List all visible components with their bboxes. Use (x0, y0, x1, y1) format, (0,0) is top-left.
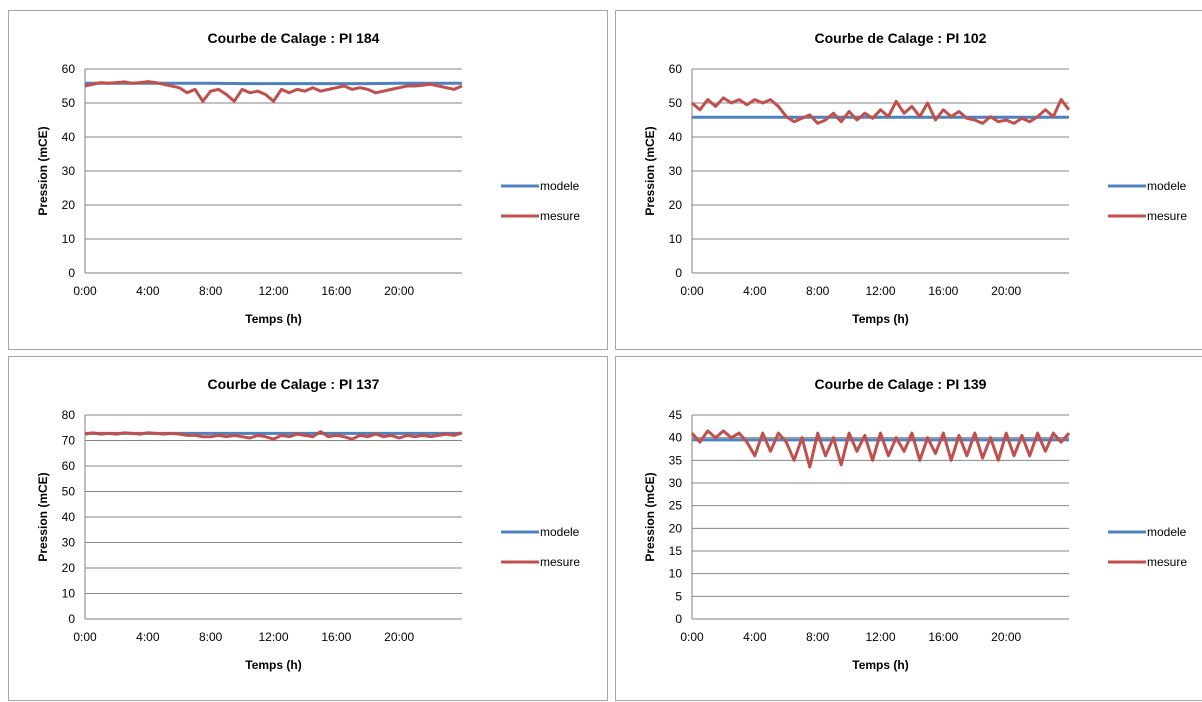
x-tick-label: 20:00 (991, 630, 1021, 644)
y-tick-label: 20 (62, 198, 76, 212)
legend-label-mesure: mesure (540, 209, 580, 223)
y-tick-label: 80 (62, 408, 76, 422)
chart-panel-pi-139: Courbe de Calage : PI 139 0 5 10 15 20 25 30 35 4… (615, 356, 1202, 701)
chart-panel-pi-102: Courbe de Calage : PI 102 0 10 20 30 40 50 60 0:… (615, 10, 1202, 350)
x-tick-label: 20:00 (991, 284, 1021, 298)
x-tick-label: 16:00 (928, 284, 958, 298)
series-line-mesure (692, 98, 1069, 124)
chart-panel-pi-184: Courbe de Calage : PI 184 0 10 20 30 40 50 60 0:… (8, 10, 608, 350)
y-tick-label: 50 (62, 485, 76, 499)
y-tick-label: 10 (669, 232, 683, 246)
chart-title: Courbe de Calage : PI 137 (208, 376, 380, 392)
y-tick-label: 45 (669, 408, 683, 422)
y-tick-label: 0 (675, 266, 682, 280)
y-axis-title: Pression (mCE) (643, 126, 657, 215)
legend-label-modele: modele (1147, 525, 1187, 539)
x-tick-label: 4:00 (136, 630, 160, 644)
y-tick-label: 30 (669, 476, 683, 490)
y-tick-label: 40 (62, 510, 76, 524)
chart-pi-137: Courbe de Calage : PI 137 0 10 20 30 40 50 60 70… (9, 357, 609, 702)
y-tick-label: 0 (68, 266, 75, 280)
x-axis-title: Temps (h) (245, 312, 301, 326)
y-tick-label: 50 (669, 96, 683, 110)
x-tick-label: 8:00 (199, 630, 223, 644)
legend-label-mesure: mesure (1147, 555, 1187, 569)
chart-pi-102: Courbe de Calage : PI 102 0 10 20 30 40 50 60 0:… (616, 11, 1202, 351)
chart-pi-184: Courbe de Calage : PI 184 0 10 20 30 40 50 60 0:… (9, 11, 609, 351)
chart-pi-139: Courbe de Calage : PI 139 0 5 10 15 20 25 30 35 4… (616, 357, 1202, 702)
y-tick-label: 30 (62, 536, 76, 550)
y-tick-label: 10 (62, 587, 76, 601)
x-tick-label: 12:00 (258, 284, 288, 298)
y-tick-label: 20 (62, 561, 76, 575)
y-tick-label: 35 (669, 453, 683, 467)
y-tick-label: 10 (669, 567, 683, 581)
y-tick-label: 50 (62, 96, 76, 110)
chart-title: Courbe de Calage : PI 102 (815, 30, 987, 46)
x-axis-title: Temps (h) (852, 658, 908, 672)
y-tick-label: 20 (669, 198, 683, 212)
legend-label-modele: modele (1147, 179, 1187, 193)
y-tick-label: 25 (669, 499, 683, 513)
x-axis-title: Temps (h) (245, 658, 301, 672)
x-tick-label: 12:00 (865, 284, 895, 298)
x-tick-label: 16:00 (321, 284, 351, 298)
x-tick-label: 0:00 (680, 284, 704, 298)
y-tick-label: 10 (62, 232, 76, 246)
x-axis-title: Temps (h) (852, 312, 908, 326)
x-tick-label: 12:00 (258, 630, 288, 644)
legend-label-modele: modele (540, 179, 580, 193)
x-tick-label: 20:00 (384, 630, 414, 644)
legend-label-mesure: mesure (1147, 209, 1187, 223)
x-tick-label: 8:00 (199, 284, 223, 298)
x-tick-label: 0:00 (680, 630, 704, 644)
series-line-mesure (692, 431, 1069, 467)
x-tick-label: 20:00 (384, 284, 414, 298)
y-tick-label: 0 (68, 612, 75, 626)
x-tick-label: 8:00 (806, 284, 830, 298)
y-tick-label: 5 (675, 589, 682, 603)
x-tick-label: 12:00 (865, 630, 895, 644)
legend-label-modele: modele (540, 525, 580, 539)
chart-title: Courbe de Calage : PI 139 (815, 376, 987, 392)
y-tick-label: 70 (62, 434, 76, 448)
x-tick-label: 0:00 (73, 630, 97, 644)
x-tick-label: 0:00 (73, 284, 97, 298)
chart-panel-pi-137: Courbe de Calage : PI 137 0 10 20 30 40 50 60 70… (8, 356, 608, 701)
y-tick-label: 30 (669, 164, 683, 178)
y-tick-label: 20 (669, 521, 683, 535)
y-tick-label: 60 (669, 62, 683, 76)
chart-title: Courbe de Calage : PI 184 (208, 30, 380, 46)
x-tick-label: 4:00 (743, 630, 767, 644)
x-tick-label: 16:00 (928, 630, 958, 644)
y-tick-label: 40 (669, 130, 683, 144)
y-axis-title: Pression (mCE) (643, 472, 657, 561)
y-tick-label: 40 (669, 431, 683, 445)
x-tick-label: 4:00 (136, 284, 160, 298)
y-tick-label: 60 (62, 459, 76, 473)
x-tick-label: 16:00 (321, 630, 351, 644)
x-tick-label: 4:00 (743, 284, 767, 298)
x-tick-label: 8:00 (806, 630, 830, 644)
legend-label-mesure: mesure (540, 555, 580, 569)
y-tick-label: 60 (62, 62, 76, 76)
y-tick-label: 0 (675, 612, 682, 626)
y-axis-title: Pression (mCE) (36, 472, 50, 561)
y-tick-label: 30 (62, 164, 76, 178)
y-tick-label: 40 (62, 130, 76, 144)
y-axis-title: Pression (mCE) (36, 126, 50, 215)
y-tick-label: 15 (669, 544, 683, 558)
